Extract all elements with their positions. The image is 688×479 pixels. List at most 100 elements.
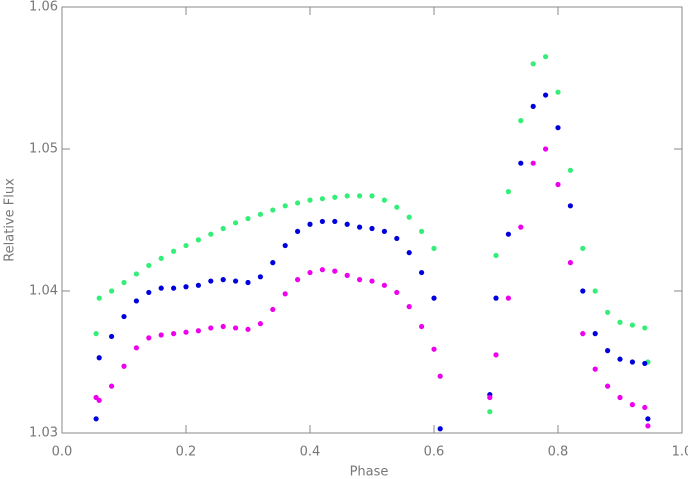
- data-point: [319, 267, 325, 273]
- data-point: [233, 278, 239, 284]
- data-point: [245, 326, 251, 332]
- data-point: [282, 291, 288, 297]
- data-point: [394, 204, 400, 210]
- data-point: [642, 325, 648, 331]
- data-point: [617, 356, 623, 362]
- data-point: [592, 331, 598, 337]
- x-tick-label: 0.4: [300, 445, 321, 460]
- data-point: [605, 309, 611, 315]
- data-point: [431, 245, 437, 251]
- data-point: [592, 366, 598, 372]
- data-point: [208, 325, 214, 331]
- y-tick-label: 1.03: [29, 426, 58, 441]
- data-point: [381, 228, 387, 234]
- data-point: [171, 285, 177, 291]
- data-point: [257, 321, 263, 327]
- data-point: [567, 203, 574, 209]
- data-point: [195, 237, 201, 243]
- y-tick-label: 1.05: [29, 142, 58, 157]
- data-point: [319, 196, 325, 202]
- data-point: [369, 278, 375, 284]
- data-point: [406, 304, 412, 310]
- data-point: [518, 224, 524, 230]
- data-point: [307, 221, 313, 227]
- data-point: [109, 383, 115, 389]
- data-point: [381, 282, 387, 288]
- data-point: [109, 333, 115, 340]
- data-point: [394, 289, 400, 296]
- data-point: [146, 262, 152, 269]
- data-point: [357, 224, 363, 230]
- data-point: [406, 250, 412, 256]
- data-point: [220, 225, 226, 232]
- data-point: [580, 288, 586, 294]
- data-point: [493, 352, 499, 358]
- data-point: [96, 397, 102, 403]
- data-point: [195, 282, 201, 288]
- x-axis-label: Phase: [350, 465, 389, 479]
- data-point: [344, 272, 350, 278]
- data-point: [518, 160, 524, 166]
- data-point: [493, 252, 499, 259]
- data-point: [270, 260, 276, 266]
- data-point: [357, 277, 363, 283]
- data-point: [530, 103, 536, 109]
- data-point: [121, 279, 127, 286]
- data-point: [543, 54, 549, 60]
- data-point: [319, 218, 325, 225]
- data-point: [518, 118, 524, 124]
- data-point: [257, 211, 263, 217]
- data-point: [233, 325, 239, 331]
- x-tick-label: 0.8: [548, 445, 569, 460]
- data-point: [109, 288, 115, 294]
- data-point: [195, 328, 201, 334]
- data-point: [592, 288, 598, 294]
- data-point: [220, 323, 226, 330]
- data-point: [344, 193, 350, 199]
- data-point: [555, 125, 561, 131]
- data-point: [171, 331, 177, 337]
- data-point: [505, 189, 511, 195]
- data-point: [555, 89, 561, 95]
- data-point: [437, 426, 443, 432]
- data-point: [487, 394, 493, 401]
- data-point: [431, 295, 437, 301]
- x-tick-label: 0.0: [52, 445, 73, 460]
- data-point: [530, 160, 536, 166]
- data-point: [133, 345, 139, 351]
- data-point: [146, 335, 152, 341]
- data-point: [419, 228, 425, 234]
- plot-frame: [61, 6, 683, 434]
- data-point: [394, 235, 400, 242]
- data-point: [158, 255, 164, 261]
- data-point: [344, 221, 350, 227]
- data-point: [555, 181, 561, 188]
- data-point: [270, 207, 276, 213]
- data-point: [146, 289, 152, 296]
- data-point: [567, 260, 574, 266]
- data-point: [93, 331, 99, 337]
- x-tick-label: 1.0: [672, 445, 688, 460]
- data-point: [629, 402, 636, 408]
- data-point: [171, 248, 177, 254]
- data-point: [530, 61, 536, 67]
- data-point: [605, 383, 611, 389]
- data-point: [419, 269, 425, 276]
- data-point: [332, 268, 338, 274]
- data-point: [295, 277, 301, 283]
- data-point: [282, 242, 288, 249]
- data-point: [617, 319, 623, 325]
- data-point: [431, 346, 437, 352]
- data-point: [332, 218, 338, 225]
- data-point: [307, 269, 313, 276]
- data-point: [158, 332, 164, 338]
- data-point: [270, 306, 276, 313]
- data-point: [645, 423, 651, 429]
- data-point: [96, 295, 102, 301]
- data-point: [505, 231, 511, 237]
- y-tick-label: 1.04: [29, 284, 58, 299]
- data-point: [580, 245, 586, 251]
- data-point: [183, 284, 189, 290]
- data-point: [183, 242, 189, 249]
